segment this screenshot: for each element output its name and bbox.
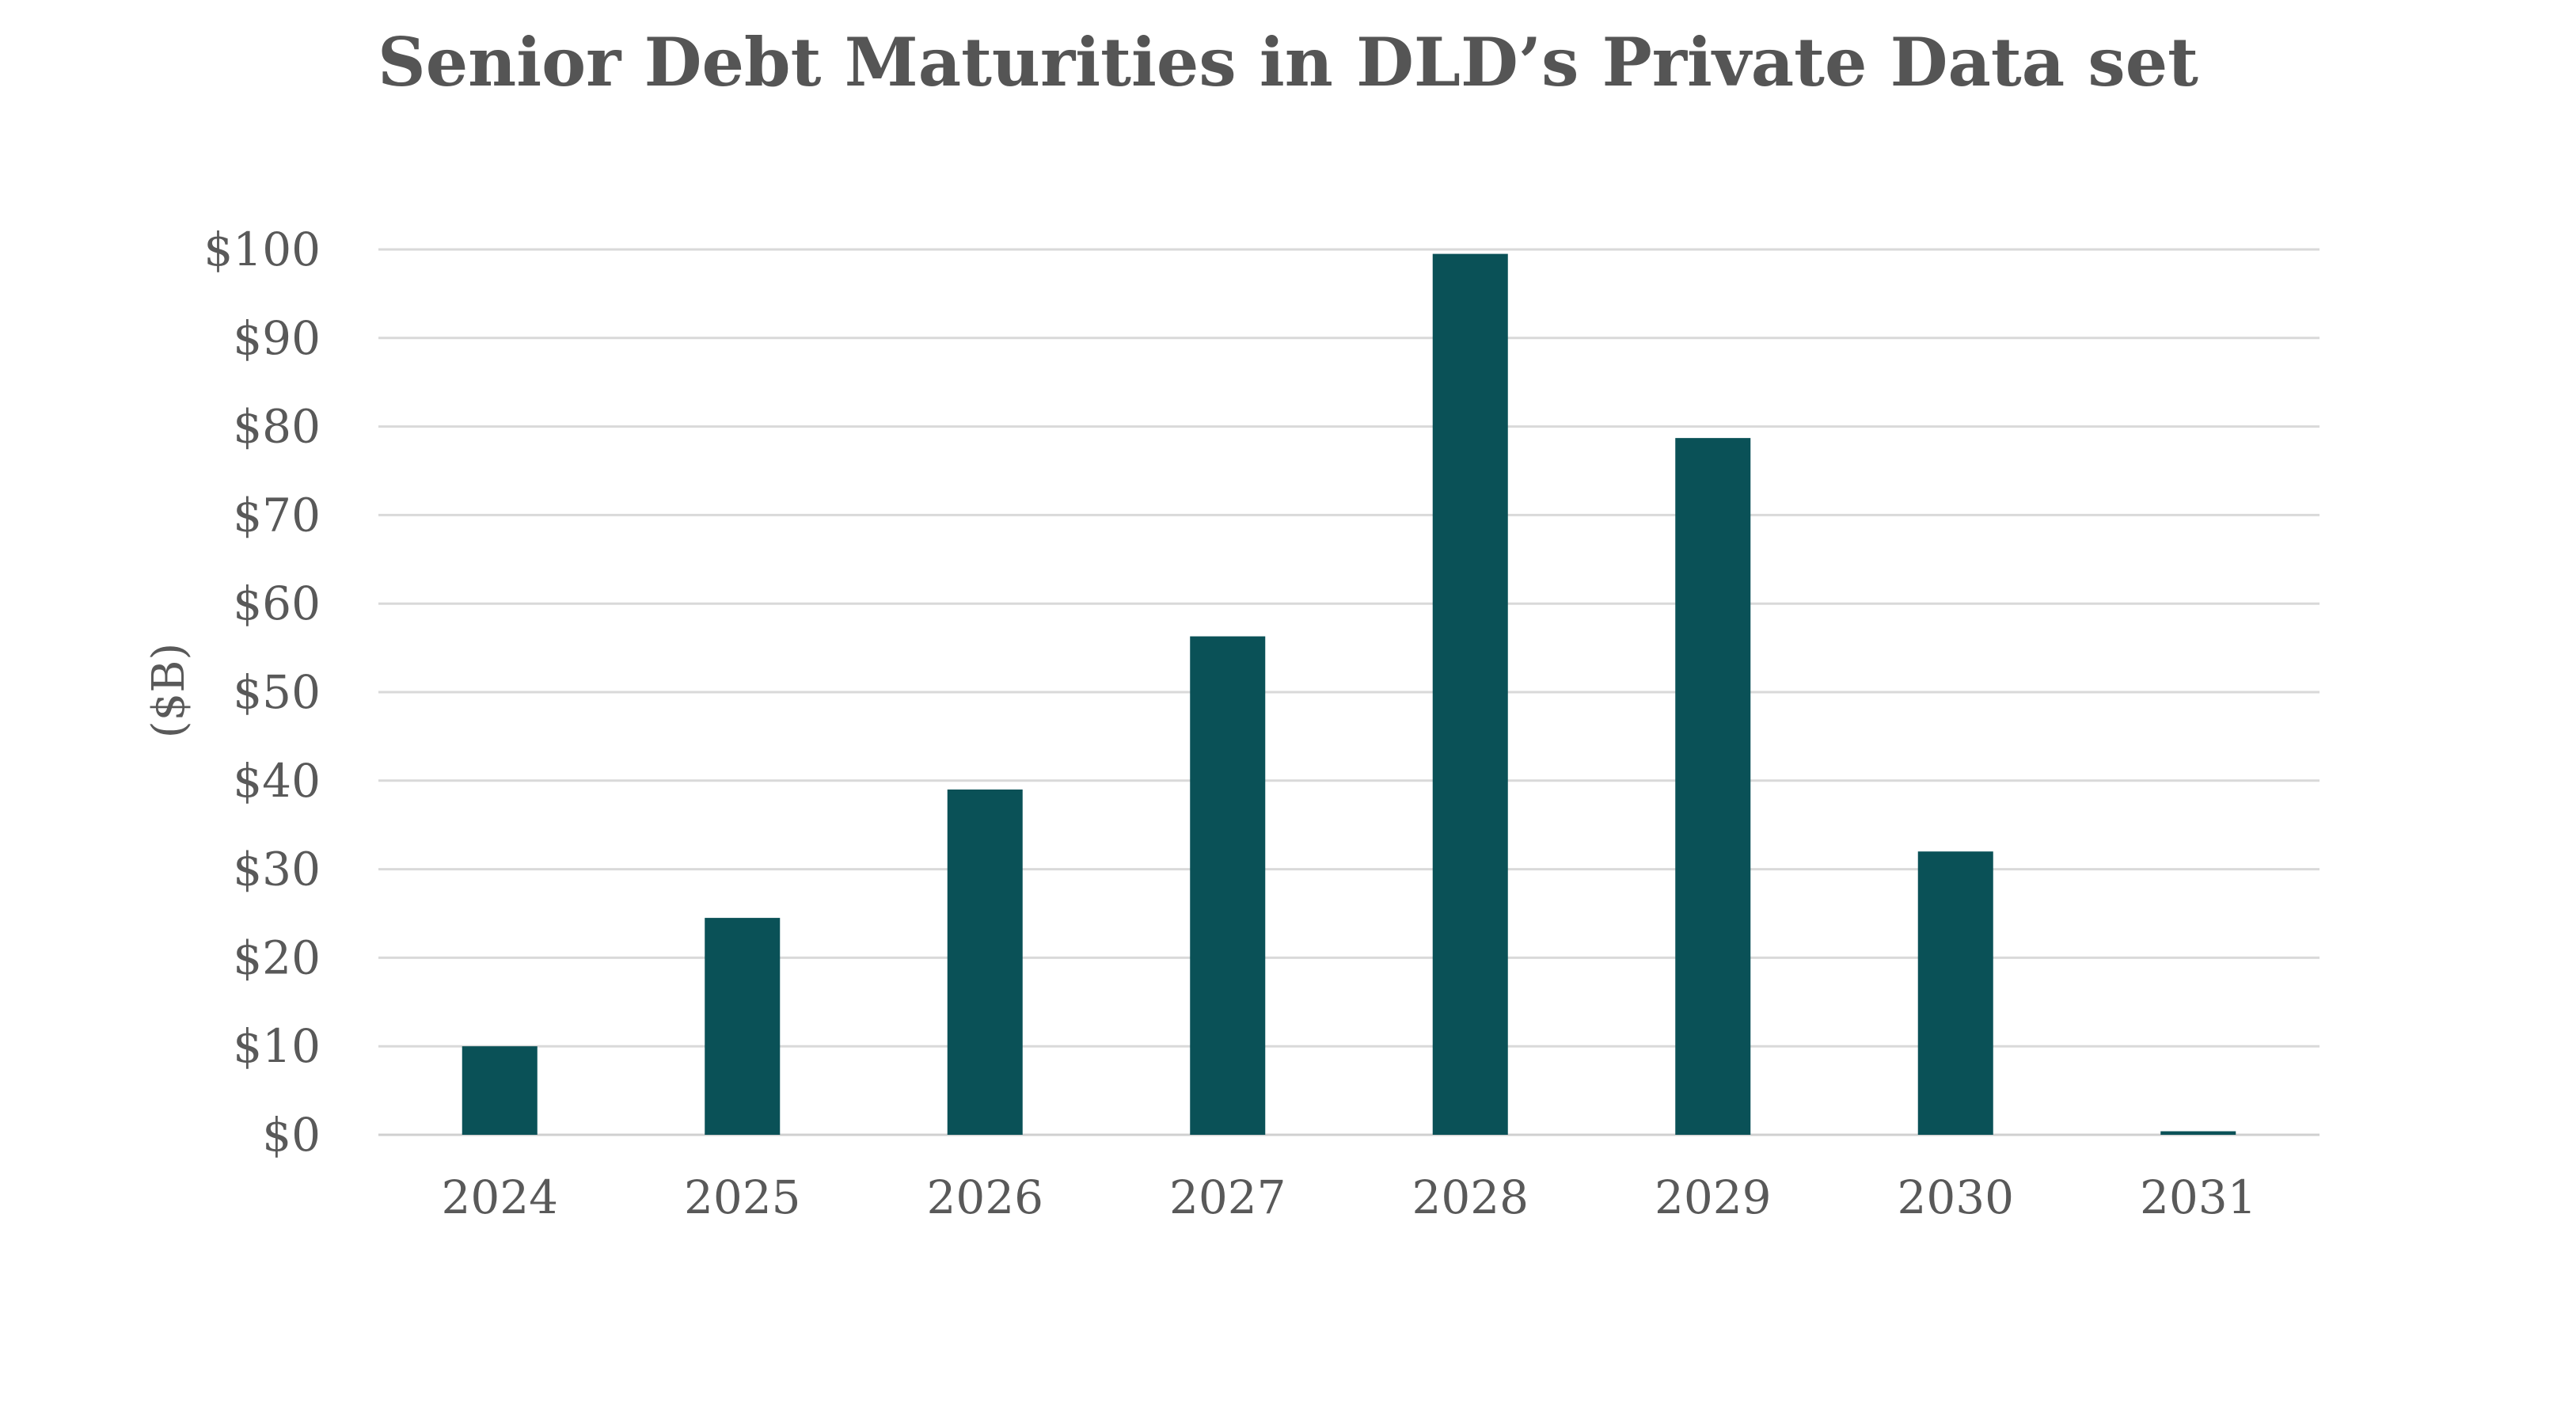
y-tick-label: $20 xyxy=(233,930,321,984)
y-tick-label: $30 xyxy=(233,843,321,896)
x-axis-ticks: 2024 2025 2026 2027 2028 2029 2030 2031 xyxy=(441,1170,2256,1224)
bar-2030 xyxy=(1917,851,1993,1135)
bar-2031 xyxy=(2160,1131,2236,1135)
x-tick-label: 2025 xyxy=(684,1170,801,1224)
gridlines xyxy=(378,248,2320,1136)
y-tick-label: $80 xyxy=(233,400,321,454)
x-tick-label: 2024 xyxy=(441,1170,558,1224)
chart-title: Senior Debt Maturities in DLD’s Private … xyxy=(378,23,2198,101)
y-tick-label: $50 xyxy=(233,665,321,719)
bars xyxy=(462,253,2236,1136)
y-tick-label: $40 xyxy=(233,754,321,808)
x-tick-label: 2030 xyxy=(1897,1170,2014,1224)
x-tick-label: 2027 xyxy=(1169,1170,1286,1224)
x-tick-label: 2028 xyxy=(1411,1170,1529,1224)
bar-2027 xyxy=(1190,636,1266,1135)
y-tick-label: $70 xyxy=(233,488,321,542)
y-axis-ticks: $0 $10 $20 $30 $40 $50 $60 $70 $80 $90 $100 xyxy=(203,223,321,1162)
y-axis-label: ($B) xyxy=(143,643,195,738)
bar-2029 xyxy=(1675,438,1751,1135)
x-tick-label: 2029 xyxy=(1655,1170,1772,1224)
bar-2024 xyxy=(462,1046,538,1135)
x-tick-label: 2031 xyxy=(2140,1170,2257,1224)
x-tick-label: 2026 xyxy=(926,1170,1043,1224)
y-tick-label: $100 xyxy=(203,223,321,276)
y-tick-label: $90 xyxy=(233,311,321,365)
bar-2025 xyxy=(705,918,781,1135)
bar-2026 xyxy=(947,789,1023,1135)
y-tick-label: $0 xyxy=(262,1108,321,1162)
y-tick-label: $60 xyxy=(233,577,321,630)
y-tick-label: $10 xyxy=(233,1019,321,1073)
bar-2028 xyxy=(1432,253,1508,1136)
